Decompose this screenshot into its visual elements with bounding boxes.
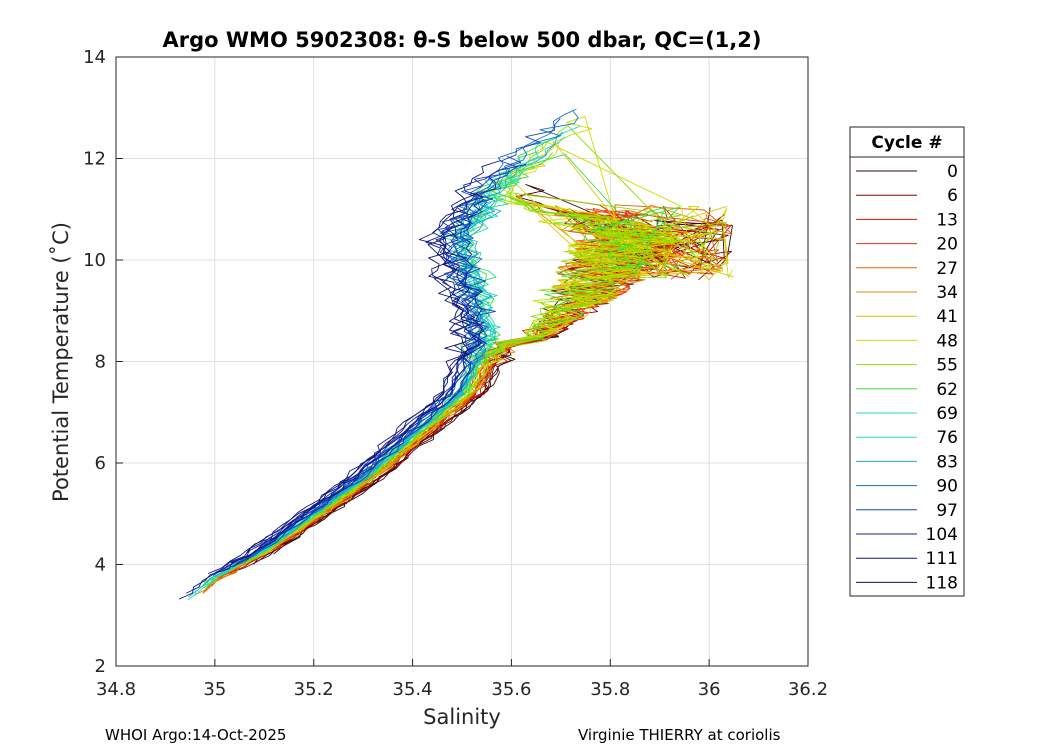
legend-entry-label: 48 (936, 331, 958, 351)
legend-entry-label: 111 (926, 549, 958, 569)
cycle-profile-line (186, 172, 495, 594)
legend-entries: 0 6 13 20 27 34 41 48 55 62 69 76 83 90 97 104 111 118 (856, 162, 958, 593)
x-tick-label: 35.4 (393, 679, 433, 700)
legend-entry-label: 90 (936, 477, 958, 497)
legend-entry-label: 118 (926, 573, 958, 593)
legend-entry-label: 69 (936, 404, 958, 424)
x-tick-label: 35.2 (294, 679, 334, 700)
y-tick-label: 2 (95, 656, 106, 677)
chart-title: Argo WMO 5902308: θ-S below 500 dbar, QC… (163, 28, 762, 52)
legend-entry-label: 0 (947, 162, 958, 182)
legend-entry-label: 13 (936, 210, 958, 230)
legend-entry-label: 55 (936, 356, 958, 376)
legend-title: Cycle # (871, 133, 942, 153)
legend: Cycle # 0 6 13 20 27 34 41 48 55 62 69 76 83 90 97 104 1… (849, 126, 965, 597)
footer-left: WHOI Argo:14-Oct-2025 (105, 726, 287, 744)
x-axis-ticks: 34.8 35 35.2 35.4 35.6 35.8 36 36.2 (96, 659, 828, 700)
y-axis-label: Potential Temperature (˚C) (49, 222, 73, 502)
cycle-profile-line (247, 192, 478, 553)
legend-entry-label: 20 (936, 235, 958, 255)
legend-entry-label: 76 (936, 428, 958, 448)
x-tick-label: 34.8 (96, 679, 136, 700)
y-tick-label: 14 (83, 47, 106, 68)
x-tick-label: 35 (203, 679, 226, 700)
cycle-profile-line (250, 111, 579, 557)
legend-entry-label: 83 (936, 452, 958, 472)
cycle-profile-line (178, 227, 485, 600)
x-tick-label: 35.8 (590, 679, 630, 700)
y-tick-label: 8 (95, 352, 106, 373)
y-tick-label: 6 (95, 453, 106, 474)
y-axis-ticks: 2 4 6 8 10 12 14 (83, 47, 123, 677)
legend-entry-label: 27 (936, 259, 958, 279)
cycle-profile-line (212, 197, 487, 576)
legend-entry-label: 34 (936, 283, 958, 303)
legend-entry-label: 62 (936, 380, 958, 400)
cycle-profile-line (215, 164, 527, 573)
cycle-profile-line (207, 207, 475, 574)
y-tick-label: 12 (83, 149, 106, 170)
x-tick-label: 36.2 (788, 679, 828, 700)
footer-right: Virginie THIERRY at coriolis (578, 726, 781, 744)
x-axis-label: Salinity (423, 705, 501, 729)
x-tick-label: 35.6 (491, 679, 531, 700)
data-lines (178, 108, 734, 601)
cycle-profile-line (270, 131, 564, 547)
legend-entry-label: 6 (947, 186, 958, 206)
y-tick-label: 10 (83, 250, 106, 271)
legend-box (849, 126, 965, 597)
cycle-profile-line (204, 210, 694, 589)
legend-entry-label: 97 (936, 501, 958, 521)
x-tick-label: 36 (698, 679, 721, 700)
legend-entry-label: 104 (926, 525, 958, 545)
y-tick-label: 4 (95, 555, 106, 576)
cycle-profile-line (234, 199, 484, 566)
legend-entry-label: 41 (936, 307, 958, 327)
